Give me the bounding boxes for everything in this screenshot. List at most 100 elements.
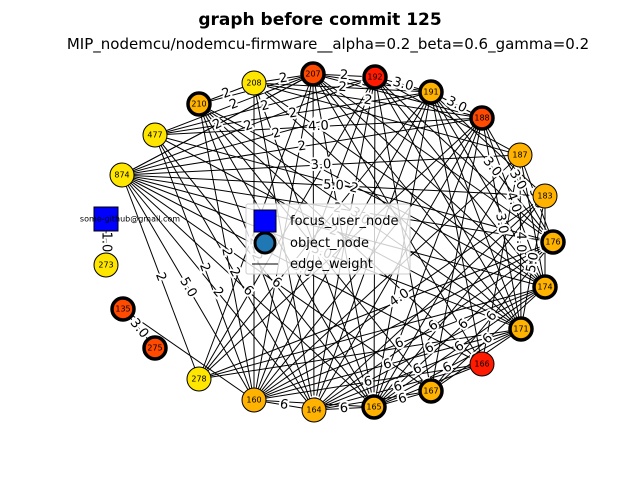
object-node-135 — [110, 296, 136, 322]
edge-171-164 — [313, 328, 522, 411]
node-layer: some-github@gmail.com 207 192 191 188 187 183 1… — [80, 61, 566, 423]
edge-874-164 — [121, 174, 315, 411]
edge-weight-label: 2 — [227, 96, 240, 113]
object-node-166 — [469, 351, 495, 377]
edge-weight-label: 3.0 — [480, 154, 505, 180]
edge-176-164 — [313, 241, 554, 411]
object-node-275 — [142, 335, 168, 361]
focus-user-node — [93, 206, 119, 232]
edge-191-176 — [430, 91, 554, 243]
object-node-label-477: 477 — [147, 131, 162, 140]
edge-874-160 — [121, 174, 255, 401]
edge-weight-label: 5.0 — [176, 275, 199, 300]
edge-weight-label: 4.0 — [503, 190, 524, 215]
edge-208-191 — [253, 82, 432, 93]
edge-weight-label: 4.0 — [308, 118, 329, 134]
edge-176-165 — [373, 241, 554, 408]
edge-188-176 — [481, 117, 554, 243]
edge-weight-label: 2 — [259, 98, 271, 115]
object-node-label-165: 165 — [366, 403, 381, 412]
edge-weight-label: 2 — [339, 68, 348, 83]
edge-weight-label: 2 — [271, 125, 283, 142]
edge-166-160 — [253, 363, 483, 401]
edge-weight-label: 2 — [338, 80, 347, 95]
object-node-label-171: 171 — [513, 325, 528, 334]
edge-weight-label: 2 — [278, 70, 288, 86]
edge-208-188 — [253, 82, 483, 119]
edge-188-167 — [430, 117, 483, 392]
edge-weight-label: 6 — [452, 338, 467, 355]
edge-weight-label: 4.0 — [387, 286, 413, 310]
edge-weight-label: 3.0 — [492, 212, 511, 235]
edge-weight-label: 6 — [396, 391, 408, 408]
edge-208-174 — [253, 82, 546, 288]
object-node-187 — [507, 142, 533, 168]
edge-174-160 — [253, 286, 546, 401]
object-node-label-166: 166 — [474, 360, 489, 369]
object-node-176 — [540, 229, 566, 255]
edge-weight-label: 2 — [363, 92, 373, 108]
edge-477-164 — [154, 134, 315, 411]
edge-176-160 — [253, 241, 554, 401]
edge-188-171 — [481, 117, 522, 330]
object-node-label-207: 207 — [305, 70, 320, 79]
edge-874-187 — [121, 154, 521, 176]
object-node-192 — [362, 64, 388, 90]
object-node-label-187: 187 — [512, 151, 527, 160]
edge-208-187 — [253, 82, 521, 156]
object-node-label-192: 192 — [367, 73, 382, 82]
object-node-273 — [93, 252, 119, 278]
object-node-label-191: 191 — [423, 88, 438, 97]
object-node-174 — [532, 274, 558, 300]
edge-187-166 — [481, 154, 521, 365]
edge-weight-label: 2 — [226, 265, 243, 280]
object-node-188 — [469, 105, 495, 131]
edge-874-191 — [121, 91, 432, 176]
edge-weight-label: 6 — [440, 359, 454, 376]
legend-focus-label: focus_user_node — [290, 214, 399, 229]
edge-207-188 — [312, 73, 483, 119]
object-node-477 — [142, 122, 168, 148]
edge-191-183 — [430, 91, 546, 197]
legend-edge-label: edge_weight — [290, 257, 373, 272]
edge-191-166 — [430, 91, 483, 365]
edge-weight-label: 6 — [279, 397, 290, 413]
edge-weight-label: 6 — [411, 361, 424, 378]
edge-weight-label: 6 — [393, 335, 406, 352]
edge-187-174 — [519, 154, 546, 288]
object-node-207 — [300, 61, 326, 87]
object-node-label-273: 273 — [98, 261, 113, 270]
edge-278-171 — [198, 328, 522, 380]
object-node-label-874: 874 — [114, 171, 129, 180]
object-node-210 — [186, 91, 212, 117]
edge-174-167 — [430, 286, 546, 392]
edge-weight-label: 3.0 — [310, 157, 331, 173]
object-node-label-167: 167 — [423, 387, 438, 396]
object-node-167 — [418, 378, 444, 404]
object-node-label-210: 210 — [191, 100, 206, 109]
object-node-165 — [361, 394, 387, 420]
object-node-183 — [532, 183, 558, 209]
edge-477-191 — [154, 91, 432, 136]
legend-frame — [245, 203, 411, 275]
edge-135-160 — [122, 308, 255, 401]
edge-weight-label: 6 — [269, 274, 284, 291]
edge-weight-label: 2 — [218, 247, 234, 258]
legend-object-swatch — [253, 231, 277, 255]
object-node-label-183: 183 — [537, 192, 552, 201]
edge-210-160 — [198, 103, 255, 401]
edge-278-174 — [198, 286, 546, 380]
edge-183-164 — [313, 195, 546, 411]
legend-object-label: object_node — [290, 236, 369, 251]
edge-weight-label: 3.0 — [127, 316, 152, 342]
edge-174-164 — [313, 286, 546, 411]
edge-192-176 — [374, 76, 554, 243]
edge-183-165 — [373, 195, 546, 408]
legend-focus-swatch — [253, 209, 277, 233]
object-node-164 — [301, 397, 327, 423]
edge-weight-label: 6 — [339, 401, 348, 416]
edge-171-165 — [373, 328, 522, 408]
edge-192-174 — [374, 76, 546, 288]
edge-187-160 — [253, 154, 521, 401]
